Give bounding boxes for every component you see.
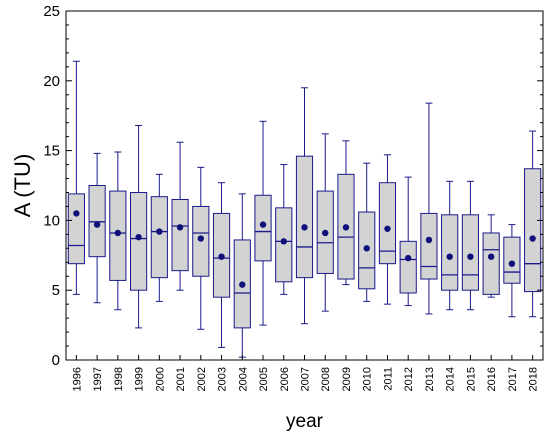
box-iqr (295, 155, 314, 279)
x-tick-label: 2016 (486, 367, 498, 391)
x-tick-label: 2001 (175, 367, 187, 391)
box-2016 (482, 214, 500, 298)
box-iqr (461, 214, 480, 291)
x-tick-label: 2002 (196, 367, 208, 391)
box-2011 (378, 154, 397, 305)
mean-point (259, 221, 267, 228)
mean-point (114, 229, 122, 237)
box-2018 (524, 130, 542, 318)
mean-point (342, 224, 350, 231)
mean-point (508, 260, 516, 267)
mean-point (322, 229, 329, 237)
y-tick-label: 0 (52, 352, 60, 369)
mean-point (73, 210, 80, 217)
x-tick-label: 1996 (71, 367, 83, 391)
box-1998 (109, 151, 127, 311)
mean-point (384, 225, 391, 232)
box-2006 (275, 164, 293, 295)
x-tick-label: 2000 (154, 367, 166, 391)
box-iqr (129, 191, 148, 291)
y-tick-label: 20 (43, 73, 60, 90)
x-tick-label: 1997 (92, 367, 104, 391)
box-iqr (482, 232, 500, 295)
y-tick-label: 10 (43, 212, 60, 229)
box-2005 (254, 120, 272, 326)
x-tick-label: 2011 (382, 367, 394, 391)
box-iqr (378, 182, 397, 265)
box-iqr (150, 196, 168, 279)
boxes-layer (67, 60, 542, 358)
box-2007 (295, 87, 314, 325)
x-tick-label: 2009 (341, 367, 353, 391)
x-tick-label: 1998 (113, 367, 125, 391)
mean-point (404, 254, 412, 262)
x-tick-label: 1999 (134, 367, 146, 391)
y-axis: 0 5 10 15 20 25 (43, 3, 543, 369)
x-tick-label: 2003 (217, 367, 229, 391)
box-iqr (171, 198, 189, 272)
box-iqr (399, 240, 417, 294)
box-2004 (233, 193, 251, 358)
x-tick-label: 2004 (237, 367, 249, 391)
box-2002 (192, 166, 210, 330)
box-2009 (337, 140, 355, 286)
mean-point (487, 253, 495, 260)
box-iqr (275, 207, 293, 283)
y-tick-label: 25 (43, 3, 60, 20)
x-tick-label: 2013 (424, 367, 436, 391)
box-2013 (420, 102, 438, 315)
box-iqr (441, 214, 459, 291)
mean-point (425, 236, 433, 244)
mean-point (446, 253, 453, 260)
x-tick-label: 2017 (507, 367, 519, 391)
mean-point (197, 235, 205, 242)
box-2014 (441, 180, 459, 311)
box-iqr (420, 212, 438, 280)
x-tick-label: 2012 (403, 367, 415, 391)
box-2010 (358, 162, 376, 302)
box-2008 (316, 133, 334, 312)
x-tick-label: 2014 (445, 367, 457, 391)
mean-point (301, 224, 308, 231)
mean-point (135, 233, 142, 241)
x-tick-label: 2007 (300, 367, 312, 391)
y-tick-label: 5 (52, 282, 60, 299)
x-tick-label: 2008 (320, 367, 332, 391)
mean-point (239, 281, 246, 288)
x-axis: 1996 1997 1998 1999 2000 2001 2002 2003 2004 2005… (71, 355, 540, 391)
box-iqr (254, 194, 272, 262)
box-iqr (503, 236, 521, 284)
mean-point (218, 253, 225, 260)
box-2017 (503, 224, 521, 318)
box-2012 (399, 176, 417, 307)
box-2003 (212, 182, 231, 348)
y-axis-title: A (TU) (10, 154, 35, 218)
box-iqr (67, 193, 85, 265)
x-tick-label: 2005 (258, 367, 270, 391)
x-tick-label: 2006 (279, 367, 291, 391)
box-2000 (150, 173, 168, 302)
mean-point (156, 228, 163, 235)
box-1999 (129, 124, 148, 329)
box-iqr (524, 168, 542, 293)
box-2015 (461, 180, 480, 311)
x-tick-label: 2010 (362, 367, 374, 391)
x-tick-label: 2015 (465, 367, 477, 391)
box-1996 (67, 60, 85, 295)
mean-point (93, 221, 101, 228)
box-iqr (88, 185, 106, 258)
mean-point (529, 235, 536, 242)
mean-point (467, 253, 474, 260)
mean-point (176, 224, 184, 231)
mean-point (280, 238, 287, 245)
x-axis-title: year (286, 411, 324, 432)
y-tick-label: 15 (43, 143, 60, 160)
box-2001 (171, 141, 189, 291)
box-1997 (88, 152, 106, 304)
x-tick-label: 2018 (528, 367, 540, 391)
mean-point (363, 245, 370, 252)
